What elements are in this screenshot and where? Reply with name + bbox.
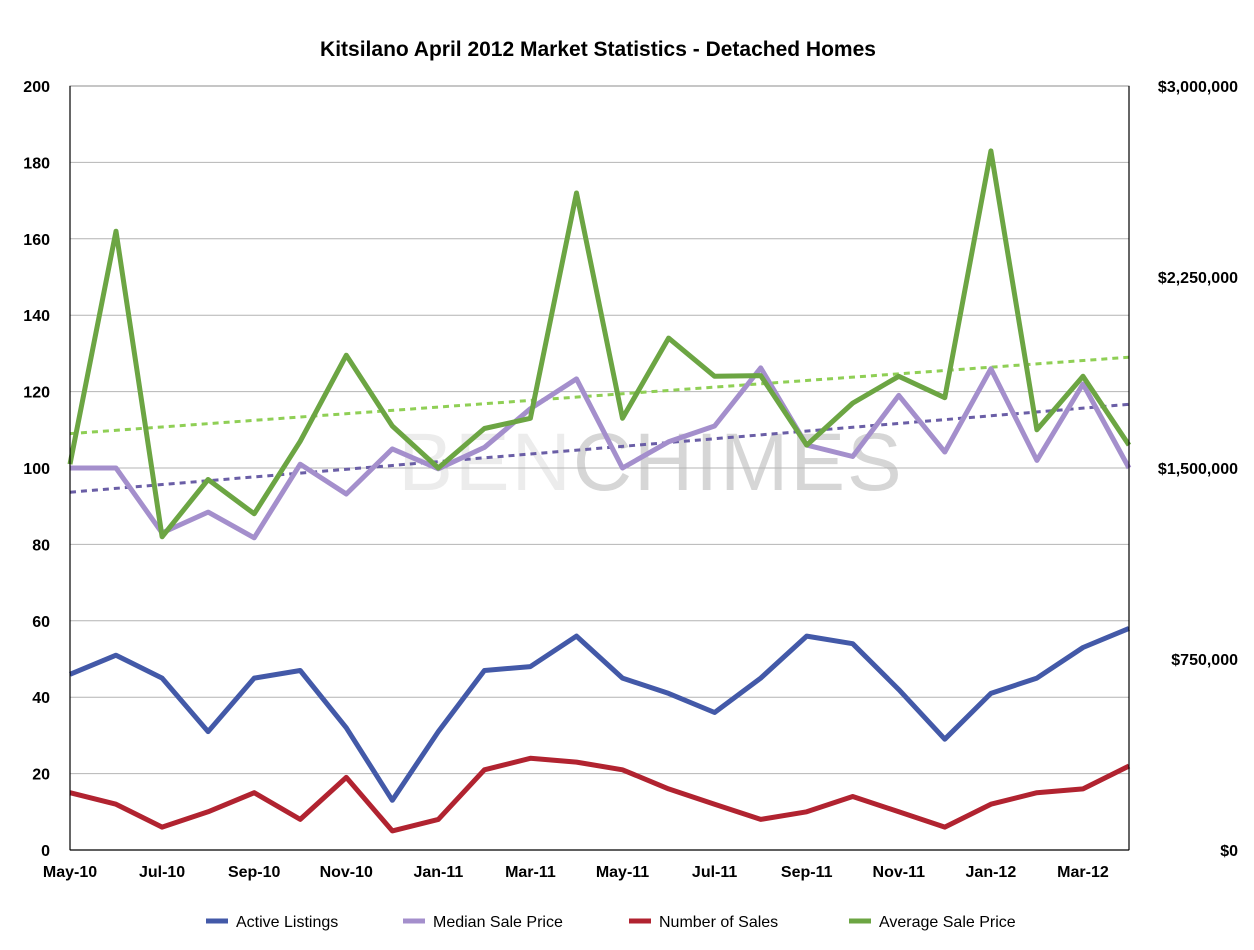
y-left-tick-label: 140 <box>23 308 50 325</box>
x-tick-label: Jan-11 <box>413 864 463 881</box>
x-tick-label: Jan-12 <box>966 864 1017 881</box>
y-left-tick-label: 0 <box>41 843 50 860</box>
x-tick-label: Jul-11 <box>692 864 737 881</box>
chart-title: Kitsilano April 2012 Market Statistics -… <box>320 38 876 61</box>
y-left-tick-label: 200 <box>23 79 50 96</box>
legend: Active Listings Median Sale Price Number o… <box>206 914 1016 931</box>
axes: 0 20 40 60 80 100 120 140 160 180 200 $0 $750,000 $1,… <box>23 79 1238 881</box>
watermark: BENCHIMES <box>398 417 904 508</box>
x-tick-label: Mar-12 <box>1057 864 1109 881</box>
series-line <box>70 365 1132 541</box>
x-tick-label: May-11 <box>596 864 649 881</box>
x-tick-label: Nov-10 <box>320 864 373 881</box>
x-tick-label: Jul-10 <box>139 864 185 881</box>
watermark-dark: CHIMES <box>573 417 904 508</box>
x-tick-label: Sep-10 <box>228 864 281 881</box>
y-left-tick-label: 120 <box>23 385 50 402</box>
y-left-tick-label: 20 <box>32 767 50 784</box>
y-right-tick-label: $0 <box>1220 843 1238 860</box>
legend-label: Active Listings <box>236 914 338 931</box>
trendline <box>69 402 1130 494</box>
grid <box>70 85 1129 851</box>
x-tick-label: Sep-11 <box>781 864 833 881</box>
series-line <box>69 626 1130 803</box>
series-line <box>67 148 1132 540</box>
y-right-tick-label: $3,000,000 <box>1158 79 1238 96</box>
y-right-tick-label: $2,250,000 <box>1158 270 1238 287</box>
y-left-tick-label: 60 <box>32 614 50 631</box>
legend-label: Number of Sales <box>659 914 778 931</box>
y-left-tick-label: 40 <box>32 690 50 707</box>
y-right-tick-label: $750,000 <box>1171 652 1238 669</box>
x-tick-label: May-10 <box>43 864 97 881</box>
x-tick-label: Mar-11 <box>505 864 556 881</box>
y-left-tick-label: 80 <box>32 537 50 554</box>
y-left-tick-label: 180 <box>23 155 50 172</box>
series-lines <box>67 148 1132 834</box>
y-left-tick-label: 100 <box>23 461 50 478</box>
x-tick-label: Nov-11 <box>873 864 926 881</box>
legend-label: Average Sale Price <box>879 914 1016 931</box>
y-right-tick-label: $1,500,000 <box>1158 461 1238 478</box>
legend-label: Median Sale Price <box>433 914 563 931</box>
y-left-tick-label: 160 <box>23 232 50 249</box>
series-line <box>69 755 1131 834</box>
